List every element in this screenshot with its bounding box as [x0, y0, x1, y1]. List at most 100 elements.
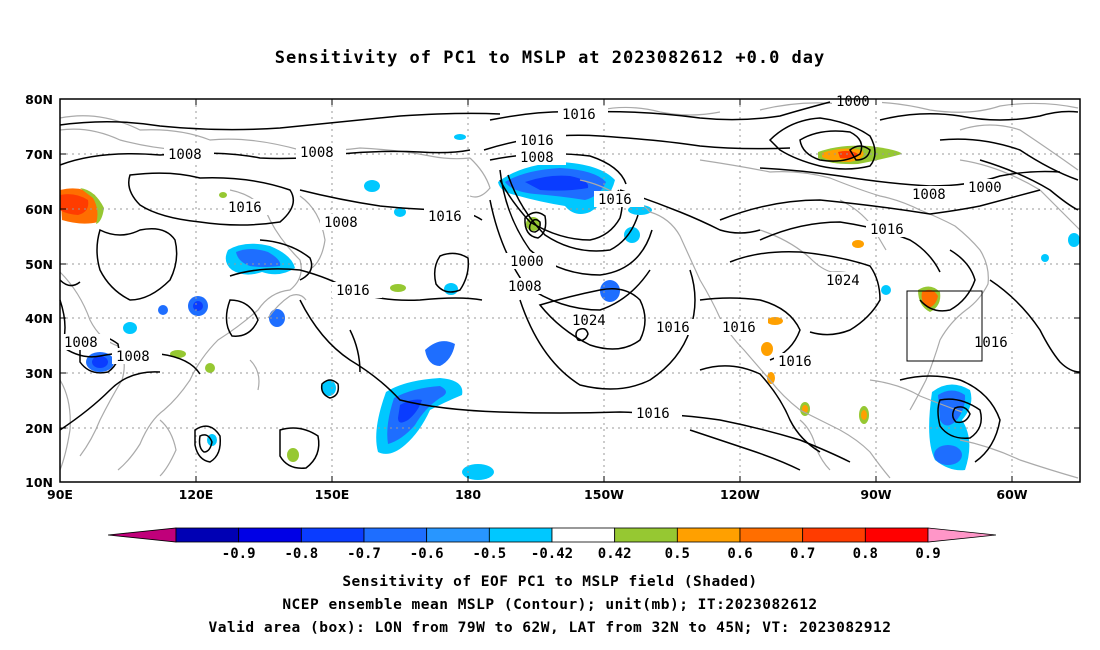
- colorbar-tick-label: 0.8: [853, 546, 878, 562]
- negative-patch-pac8: [444, 283, 458, 295]
- caption-contour: NCEP ensemble mean MSLP (Contour); unit(…: [282, 597, 818, 613]
- contour-label: 1024: [826, 273, 860, 289]
- positive-patch-box-inner: [921, 289, 938, 308]
- contour-label: 1016: [722, 320, 756, 336]
- negative-patch-ec2: [881, 285, 891, 295]
- positive-patch-caribbean-inner: [861, 410, 867, 420]
- contour-label: 1016: [870, 222, 904, 238]
- contour-label: 1008: [508, 279, 542, 295]
- positive-patch-mx2-inner: [802, 405, 808, 413]
- contour-label: 1008: [168, 147, 202, 163]
- colorbar: -0.9 -0.8 -0.7 -0.6 -0.5 -0.42 0.42 0.5 0.6 0.7 0.…: [107, 527, 997, 567]
- negative-patch-ec: [1068, 233, 1080, 247]
- positive-patch-pac3: [287, 448, 299, 462]
- colorbar-tick-label: 0.6: [727, 546, 752, 562]
- negative-patch-pac5: [624, 227, 640, 243]
- contour-label: 1000: [510, 254, 544, 270]
- positive-patch-asia1: [170, 350, 186, 358]
- lon-label: 180: [455, 487, 481, 502]
- map-title: Sensitivity of PC1 to MSLP at 2023082612…: [274, 48, 826, 68]
- lat-label: 10N: [25, 475, 53, 490]
- caption-valid-area: Valid area (box): LON from 79W to 62W, L…: [208, 620, 892, 636]
- negative-patch-pac10: [322, 380, 336, 396]
- lat-label: 50N: [25, 257, 53, 272]
- contour-label: 1008: [912, 187, 946, 203]
- contour-label: 1008: [520, 150, 554, 166]
- lon-label: 90E: [47, 487, 73, 502]
- negative-patch-ec3: [1041, 254, 1049, 262]
- lon-label: 120E: [179, 487, 214, 502]
- colorbar-box: [676, 527, 741, 543]
- colorbar-box: [426, 527, 490, 543]
- negative-patch-aleutian-core: [525, 175, 589, 191]
- positive-patch-asia3: [219, 192, 227, 198]
- positive-patch-tx: [767, 317, 783, 325]
- negative-patch-pac4: [600, 280, 620, 302]
- contour-label: 1008: [300, 145, 334, 161]
- map-frame: [59, 98, 1081, 483]
- positive-patch-gulf: [761, 342, 773, 356]
- lon-label: 150E: [315, 487, 350, 502]
- colorbar-tick-label: 0.5: [665, 546, 690, 562]
- contour-label: 1008: [64, 335, 98, 351]
- lat-label: 20N: [25, 421, 53, 436]
- tick-marks: [60, 99, 1080, 482]
- negative-patch-pac9: [462, 464, 494, 480]
- contour-label: 1016: [520, 133, 554, 149]
- colorbar-tick-label: -0.9: [222, 546, 256, 562]
- colorbar-svg: -0.9 -0.8 -0.7 -0.6 -0.5 -0.42 0.42 0.5 0.6 0.7 0.…: [107, 527, 997, 562]
- contour-label: 1016: [428, 209, 462, 225]
- contour-label: 1008: [324, 215, 358, 231]
- colorbar-tick-label: 0.42: [598, 546, 632, 562]
- contour-labels: 1016 1008 1008 1016 1016 1008 1000 1008 …: [60, 93, 1020, 422]
- colorbar-box: [363, 527, 428, 543]
- colorbar-tick-label: 0.7: [790, 546, 815, 562]
- positive-patch-pac2: [390, 284, 406, 292]
- longitude-labels: 90E 120E 150E 180 150W 120W 90W 60W: [47, 487, 1028, 502]
- lon-label: 150W: [584, 487, 624, 502]
- colorbar-tick-label: -0.5: [472, 546, 506, 562]
- contour-label: 1016: [598, 192, 632, 208]
- contour-label: 1024: [572, 313, 606, 329]
- lat-label: 60N: [25, 202, 53, 217]
- lat-label: 80N: [25, 92, 53, 107]
- negative-patch-atl-low: [934, 445, 962, 465]
- contour-label: 1016: [656, 320, 690, 336]
- contour-label: 1000: [836, 94, 870, 110]
- colorbar-box: [488, 527, 553, 543]
- valid-area-box: [906, 290, 983, 362]
- contour-label: 1016: [636, 406, 670, 422]
- colorbar-box: [864, 527, 929, 543]
- contour-label: 1016: [336, 283, 370, 299]
- lat-label: 70N: [25, 147, 53, 162]
- positive-patch-asia2: [205, 363, 215, 373]
- sensitivity-map: 1016 1008 1008 1016 1016 1008 1000 1008 …: [25, 92, 1081, 502]
- contour-label: 1016: [974, 335, 1008, 351]
- latitude-labels: 80N 70N 60N 50N 40N 30N 20N 10N: [25, 92, 53, 490]
- lon-label: 60W: [996, 487, 1027, 502]
- colorbar-low-triangle: [107, 527, 177, 543]
- colorbar-box: [802, 527, 866, 543]
- colorbar-tick-label: -0.7: [347, 546, 381, 562]
- negative-patch-wpac2: [425, 341, 455, 366]
- lon-label: 120W: [720, 487, 760, 502]
- positive-patch-60n-90e-edge: [80, 188, 104, 224]
- colorbar-box: [300, 527, 365, 543]
- lat-label: 40N: [25, 311, 53, 326]
- caption-shaded: Sensitivity of EOF PC1 to MSLP field (Sh…: [342, 574, 758, 590]
- colorbar-box: [614, 527, 678, 543]
- contour-label: 1016: [778, 354, 812, 370]
- contour-label: 1000: [968, 180, 1002, 196]
- negative-patch-wpac-core: [398, 399, 422, 423]
- shaded-sensitivity: [60, 134, 1080, 480]
- negative-patch-tibet-core: [92, 356, 108, 368]
- negative-patch-korea-core: [193, 301, 203, 311]
- contour-label: 1008: [116, 349, 150, 365]
- lon-label: 90W: [860, 487, 891, 502]
- positive-patch-mexico: [767, 372, 775, 384]
- colorbar-tick-label: -0.42: [531, 546, 573, 562]
- negative-patch-pac13: [454, 134, 466, 140]
- negative-patch-pac7: [364, 180, 380, 192]
- negative-patch-japan-mid: [236, 249, 281, 267]
- negative-patch-sea2: [158, 305, 168, 315]
